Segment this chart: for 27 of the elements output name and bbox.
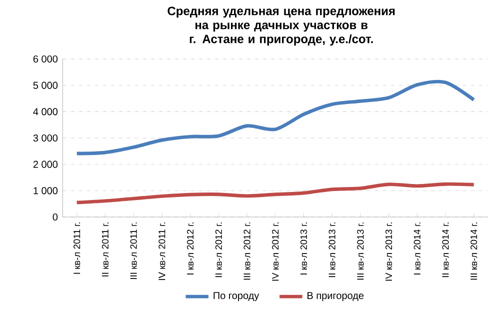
x-tick-label: III кв-л 2012 г. xyxy=(244,222,250,280)
y-tick-label: 3 000 xyxy=(33,134,58,142)
legend-label: По городу xyxy=(214,292,260,302)
x-tick-label: III кв-л 2013 г. xyxy=(357,222,364,280)
y-tick-label: 4 000 xyxy=(33,108,58,116)
legend-label: В пригороде xyxy=(308,292,364,302)
x-tick-label: I кв-л 2012 г. xyxy=(186,222,194,274)
x-tick-label: I кв-л 2011 г. xyxy=(74,222,80,274)
x-tick-label: I кв-л 2014 г. xyxy=(414,222,420,274)
x-tick-label: I кв-л 2013 г. xyxy=(300,222,307,274)
x-tick-label: III кв-л 2011 г. xyxy=(130,222,137,279)
x-tick-label: II кв-л 2013 г. xyxy=(328,222,336,278)
x-tick-label: II кв-л 2011 г. xyxy=(102,222,108,276)
x-tick-label: IV кв-л 2011 г. xyxy=(158,222,166,280)
y-tick-label: 2 000 xyxy=(33,160,58,168)
x-tick-label: IV кв-л 2013 г. xyxy=(385,222,392,281)
x-tick-label: IV кв-л 2012 г. xyxy=(272,222,279,281)
y-tick-label: 6 000 xyxy=(33,55,58,63)
x-tick-label: II кв-л 2014 г. xyxy=(442,222,449,278)
line-series xyxy=(75,182,476,204)
chart-title: Средняя удельная цена предложения на рынке дачных участков в г. Астане и пригороде, у.е./сот. xyxy=(168,6,395,46)
x-tick-label: III кв-л 2014 г. xyxy=(470,222,478,280)
x-tick-label: II кв-л 2012 г. xyxy=(215,222,222,278)
y-tick-label: 5 000 xyxy=(33,82,58,89)
y-tick-label: 1 000 xyxy=(34,187,58,194)
y-tick-label: 0 xyxy=(52,213,58,221)
line-series xyxy=(75,80,476,156)
